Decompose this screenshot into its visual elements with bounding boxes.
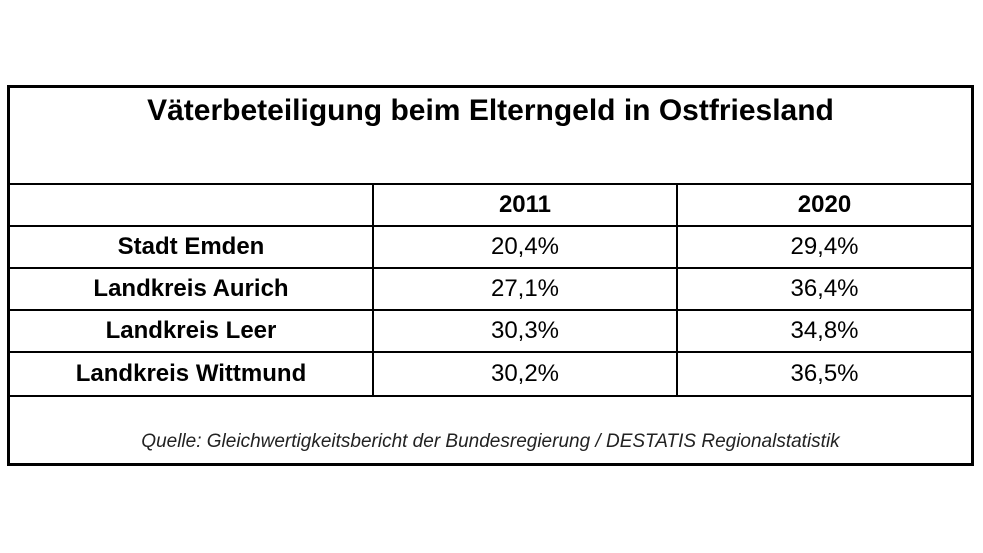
data-table: 2011 2020 Stadt Emden 20,4% 29,4% Landkr… <box>10 185 971 397</box>
row-label-stadt-emden: Stadt Emden <box>10 227 374 269</box>
cell-landkreis-wittmund-2011: 30,2% <box>374 353 678 395</box>
cell-landkreis-aurich-2011: 27,1% <box>374 269 678 311</box>
cell-landkreis-aurich-2020: 36,4% <box>678 269 971 311</box>
cell-landkreis-leer-2020: 34,8% <box>678 311 971 353</box>
header-cell-empty <box>10 185 374 227</box>
row-label-landkreis-leer: Landkreis Leer <box>10 311 374 353</box>
row-label-landkreis-wittmund: Landkreis Wittmund <box>10 353 374 395</box>
cell-stadt-emden-2020: 29,4% <box>678 227 971 269</box>
cell-stadt-emden-2011: 20,4% <box>374 227 678 269</box>
cell-landkreis-leer-2011: 30,3% <box>374 311 678 353</box>
cell-landkreis-wittmund-2020: 36,5% <box>790 360 859 387</box>
source-note: Quelle: Gleichwertigkeitsbericht der Bun… <box>141 431 840 452</box>
header-cell-2020: 2020 <box>678 185 971 227</box>
table-title: Väterbeteiligung beim Elterngeld in Ostf… <box>10 88 971 185</box>
row-label-landkreis-aurich: Landkreis Aurich <box>10 269 374 311</box>
header-cell-2011: 2011 <box>374 185 678 227</box>
table-frame: Väterbeteiligung beim Elterngeld in Ostf… <box>7 85 974 466</box>
